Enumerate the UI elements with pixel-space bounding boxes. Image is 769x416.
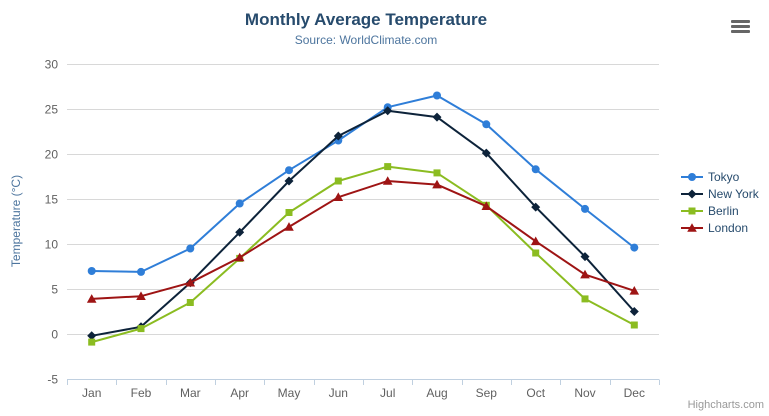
- data-point-new-york-may[interactable]: [284, 176, 294, 186]
- data-point-new-york-oct[interactable]: [531, 202, 541, 212]
- data-point-new-york-apr[interactable]: [235, 227, 245, 237]
- legend-item-berlin[interactable]: Berlin: [681, 204, 759, 218]
- data-point-london-jan[interactable]: [86, 294, 97, 303]
- data-point-berlin-jun[interactable]: [334, 177, 342, 185]
- diamond-icon: [687, 189, 697, 199]
- legend-label: Berlin: [708, 204, 739, 218]
- data-point-london-nov[interactable]: [580, 269, 590, 279]
- x-tick-label: Feb: [131, 386, 152, 400]
- legend: Tokyo New York Berlin London: [681, 170, 759, 235]
- chart-title: Monthly Average Temperature: [244, 10, 488, 29]
- legend-label: New York: [708, 187, 759, 201]
- legend-label: Tokyo: [708, 170, 740, 184]
- y-tick-label: 0: [51, 328, 58, 342]
- data-point-berlin-oct[interactable]: [532, 249, 540, 257]
- data-point-berlin-nov[interactable]: [581, 295, 589, 303]
- data-point-berlin-mar[interactable]: [186, 299, 194, 306]
- x-tick-label: Dec: [624, 386, 645, 400]
- legend-item-london[interactable]: London: [681, 221, 759, 235]
- data-point-london-jun[interactable]: [333, 192, 344, 201]
- x-tick-label: May: [278, 386, 301, 400]
- series-line-berlin[interactable]: [90, 165, 636, 344]
- data-point-tokyo-mar[interactable]: [186, 244, 195, 253]
- legend-marker-london: [681, 223, 703, 232]
- legend-item-new-york[interactable]: New York: [681, 187, 759, 201]
- data-point-london-dec[interactable]: [629, 286, 640, 295]
- data-point-tokyo-dec[interactable]: [630, 243, 639, 252]
- y-tick-label: 15: [45, 193, 59, 207]
- data-point-london-may[interactable]: [284, 222, 294, 231]
- legend-marker-tokyo: [681, 173, 703, 181]
- x-tick-label: Nov: [574, 386, 595, 400]
- data-point-berlin-aug[interactable]: [433, 169, 441, 177]
- y-tick-label: 30: [45, 58, 59, 72]
- data-point-tokyo-aug[interactable]: [433, 91, 441, 100]
- y-tick-label: 5: [51, 283, 58, 297]
- data-point-london-sep[interactable]: [481, 201, 492, 210]
- data-point-berlin-feb[interactable]: [137, 325, 145, 333]
- y-tick-label: 10: [45, 238, 59, 252]
- data-point-tokyo-jan[interactable]: [87, 267, 96, 275]
- x-tick-label: Sep: [476, 386, 498, 400]
- triangle-icon: [687, 223, 697, 232]
- x-tick-label: Apr: [230, 386, 249, 400]
- series-line-new-york[interactable]: [90, 109, 636, 337]
- legend-marker-berlin: [681, 207, 703, 215]
- data-point-berlin-dec[interactable]: [630, 321, 638, 329]
- data-point-tokyo-sep[interactable]: [482, 120, 491, 129]
- series-tokyo: [87, 91, 639, 276]
- data-point-berlin-may[interactable]: [285, 209, 293, 216]
- y-axis-title: Temperature (°C): [9, 175, 23, 267]
- data-point-tokyo-oct[interactable]: [531, 165, 540, 174]
- chart-subtitle: Source: WorldClimate.com: [294, 33, 438, 47]
- circle-icon: [688, 173, 696, 181]
- data-point-new-york-jun[interactable]: [333, 131, 343, 141]
- x-tick-label: Aug: [426, 386, 447, 400]
- data-point-tokyo-feb[interactable]: [137, 267, 145, 276]
- x-tick-label: Mar: [180, 386, 201, 400]
- x-tick-label: Jul: [380, 386, 395, 400]
- hamburger-icon: [731, 20, 750, 23]
- data-point-tokyo-may[interactable]: [285, 166, 293, 175]
- data-point-new-york-aug[interactable]: [432, 112, 442, 122]
- legend-item-tokyo[interactable]: Tokyo: [681, 170, 759, 184]
- data-point-london-oct[interactable]: [530, 236, 541, 246]
- data-point-tokyo-apr[interactable]: [235, 199, 244, 208]
- hamburger-icon: [731, 25, 750, 28]
- series-new-york: [87, 106, 639, 341]
- legend-marker-new-york: [681, 189, 703, 199]
- y-tick-label: -5: [47, 373, 58, 387]
- data-point-new-york-dec[interactable]: [629, 307, 639, 316]
- data-point-new-york-jan[interactable]: [87, 331, 97, 341]
- data-point-new-york-nov[interactable]: [580, 252, 590, 262]
- legend-label: London: [708, 221, 749, 235]
- x-tick-label: Jan: [82, 386, 101, 400]
- credits-link[interactable]: Highcharts.com: [687, 399, 764, 411]
- series-line-london[interactable]: [90, 180, 636, 300]
- y-tick-label: 25: [45, 103, 59, 117]
- series-london: [86, 176, 640, 303]
- data-point-london-aug[interactable]: [432, 179, 442, 189]
- data-point-london-feb[interactable]: [136, 291, 146, 300]
- x-tick-label: Jun: [329, 386, 348, 400]
- context-menu-button[interactable]: [731, 20, 750, 33]
- data-point-tokyo-nov[interactable]: [581, 204, 589, 213]
- data-point-berlin-jan[interactable]: [88, 338, 96, 346]
- data-point-berlin-jul[interactable]: [384, 163, 392, 171]
- square-icon: [688, 207, 696, 215]
- hamburger-icon: [731, 30, 750, 33]
- data-point-new-york-sep[interactable]: [481, 148, 491, 158]
- series-line-tokyo[interactable]: [90, 94, 636, 273]
- data-point-london-jul[interactable]: [382, 176, 393, 185]
- data-point-new-york-jul[interactable]: [383, 106, 393, 116]
- data-point-london-apr[interactable]: [234, 252, 245, 262]
- data-point-london-mar[interactable]: [185, 277, 196, 287]
- x-tick-label: Oct: [526, 386, 545, 400]
- y-tick-label: 20: [45, 148, 59, 162]
